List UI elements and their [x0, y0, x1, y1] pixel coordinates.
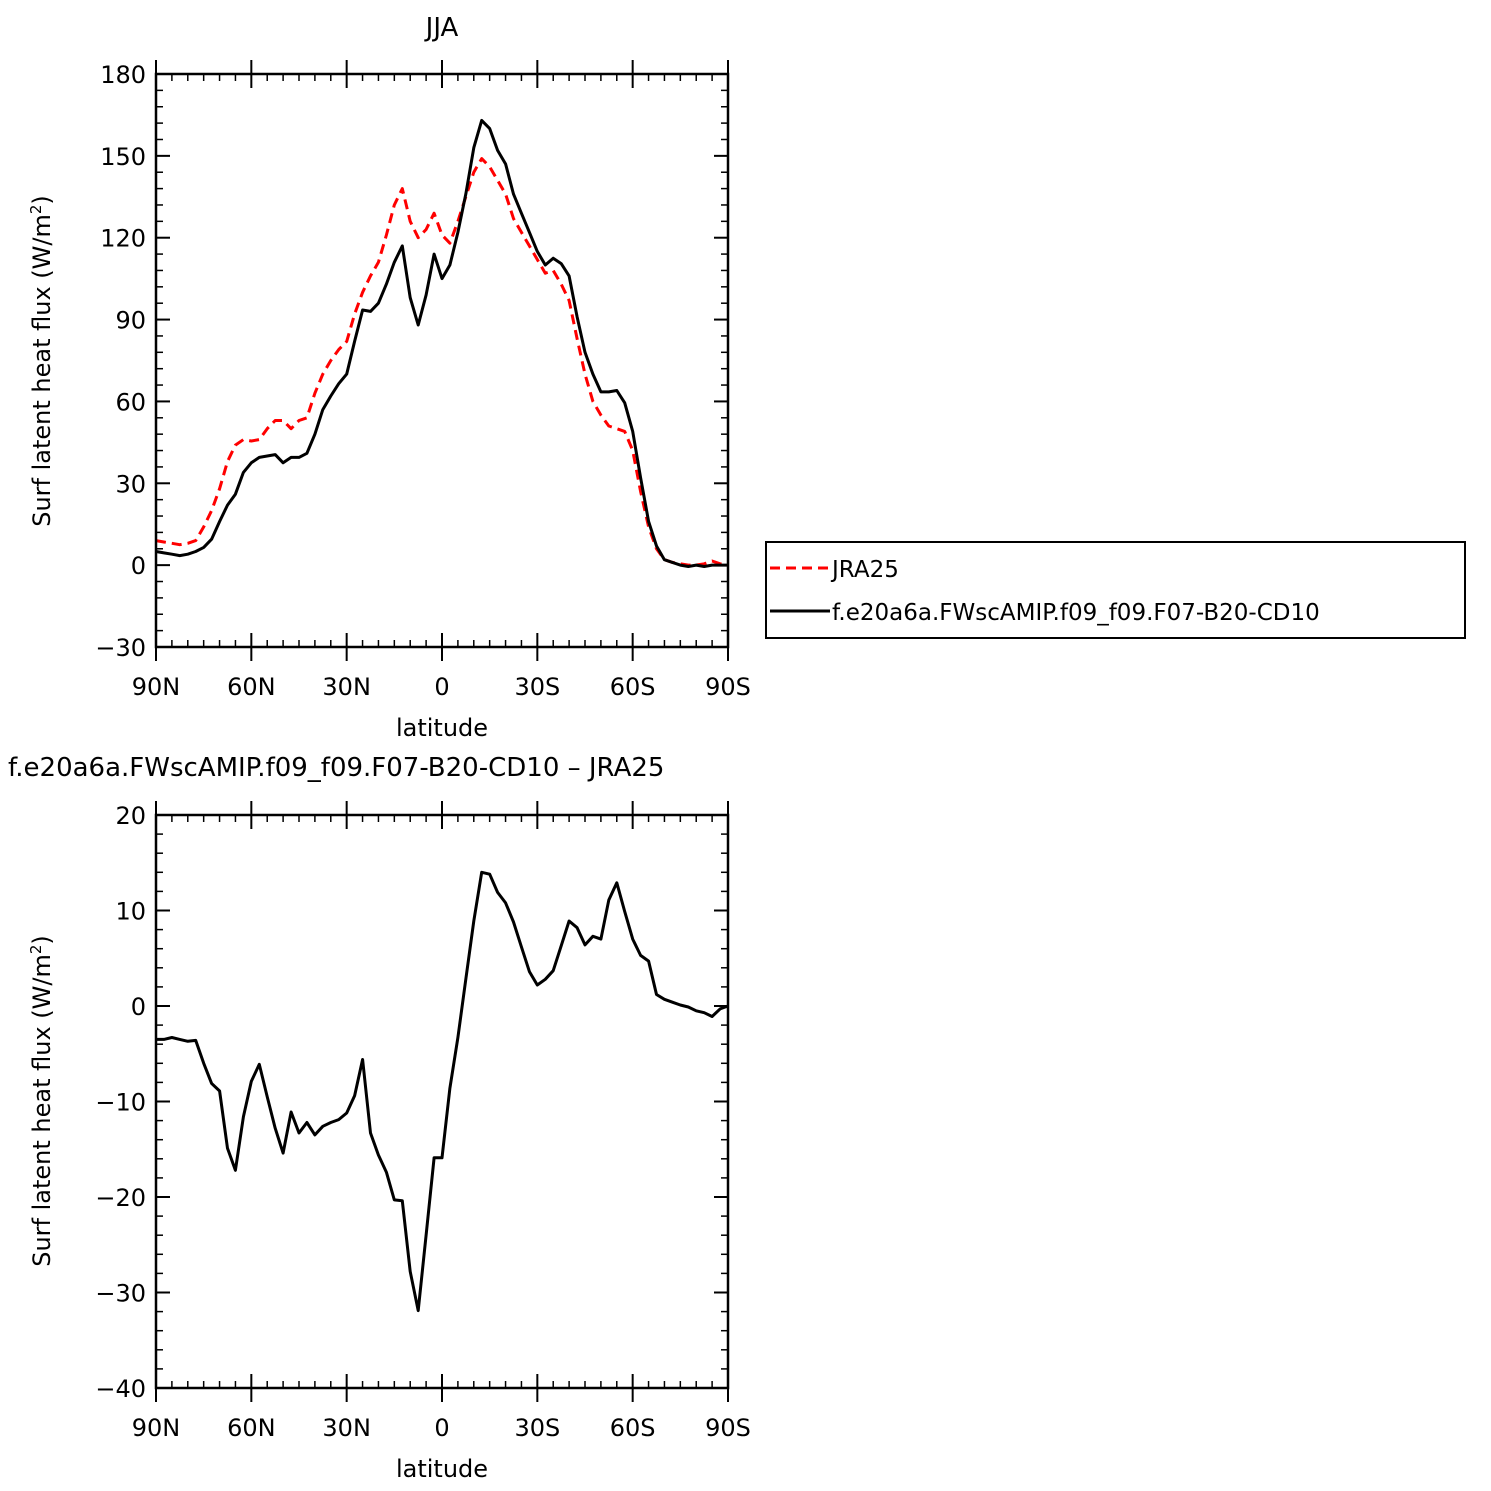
legend-box [765, 541, 1466, 639]
x-tick-label-bottom-2: 30N [322, 1414, 371, 1442]
chart-bottom-y-axis-label: Surf latent heat flux (W/m2) [27, 935, 56, 1267]
x-tick-label-top-6: 90S [705, 673, 751, 701]
y-tick-label-bottom-3: −10 [95, 1089, 146, 1117]
legend: JRA25 f.e20a6a.FWscAMIP.f09_f09.F07-B20-… [765, 541, 1466, 639]
chart-top-y-axis-label: Surf latent heat flux (W/m2) [27, 195, 56, 527]
chart-bottom-series [156, 870, 729, 1313]
chart-top-series [155, 118, 729, 568]
y-tick-label-bottom-4: 0 [131, 993, 146, 1021]
y-tick-label-top-3: 60 [115, 388, 146, 416]
y-tick-label-top-5: 120 [100, 225, 146, 253]
y-tick-label-bottom-5: 10 [115, 898, 146, 926]
y-tick-label-bottom-6: 20 [115, 802, 146, 830]
x-tick-label-top-5: 60S [610, 673, 656, 701]
x-tick-label-bottom-4: 30S [514, 1414, 560, 1442]
series-line-top-1 [155, 118, 728, 568]
x-tick-label-bottom-5: 60S [610, 1414, 656, 1442]
chart-top-title: JJA [424, 13, 459, 43]
chart-bottom-x-axis-label: latitude [396, 1455, 488, 1483]
x-tick-label-top-2: 30N [322, 673, 371, 701]
chart-top-x-axis-label: latitude [396, 714, 488, 742]
chart-top-x-ticks: 90N 60N 30N 0 30S 60S 90S [132, 60, 751, 701]
chart-top: JJA −30 0 30 60 90 120 150 180 90N 60N 30N 0 30S 60S… [27, 13, 751, 742]
chart-bottom: f.e20a6a.FWscAMIP.f09_f09.F07-B20-CD10 –… [8, 753, 751, 1483]
chart-top-frame [154, 72, 730, 649]
x-tick-label-bottom-0: 90N [132, 1414, 181, 1442]
y-tick-label-top-6: 150 [100, 143, 146, 171]
legend-label-model: f.e20a6a.FWscAMIP.f09_f09.F07-B20-CD10 [832, 600, 1320, 626]
x-tick-label-top-1: 60N [227, 673, 276, 701]
y-tick-label-top-7: 180 [100, 61, 146, 89]
y-tick-label-bottom-2: −20 [95, 1184, 146, 1212]
x-tick-label-bottom-6: 90S [705, 1414, 751, 1442]
y-tick-label-bottom-1: −30 [95, 1280, 146, 1308]
x-tick-label-bottom-3: 0 [434, 1414, 449, 1442]
x-tick-label-top-3: 0 [434, 673, 449, 701]
x-tick-label-top-4: 30S [514, 673, 560, 701]
series-line-top-0 [155, 157, 729, 567]
y-tick-label-top-1: 0 [131, 552, 146, 580]
chart-bottom-title: f.e20a6a.FWscAMIP.f09_f09.F07-B20-CD10 –… [8, 753, 664, 783]
y-tick-label-top-2: 30 [115, 470, 146, 498]
y-tick-label-top-4: 90 [115, 307, 146, 335]
x-tick-label-top-0: 90N [132, 673, 181, 701]
y-tick-label-bottom-0: −40 [95, 1375, 146, 1403]
chart-bottom-y-ticks: −40 −30 −20 −10 0 10 20 [95, 802, 728, 1403]
series-line-bottom-0 [156, 870, 729, 1313]
y-tick-label-top-0: −30 [95, 634, 146, 662]
legend-label-jra25: JRA25 [830, 557, 899, 583]
chart-bottom-frame [154, 813, 730, 1390]
x-tick-label-bottom-1: 60N [227, 1414, 276, 1442]
chart-top-y-ticks: −30 0 30 60 90 120 150 180 [95, 61, 728, 662]
